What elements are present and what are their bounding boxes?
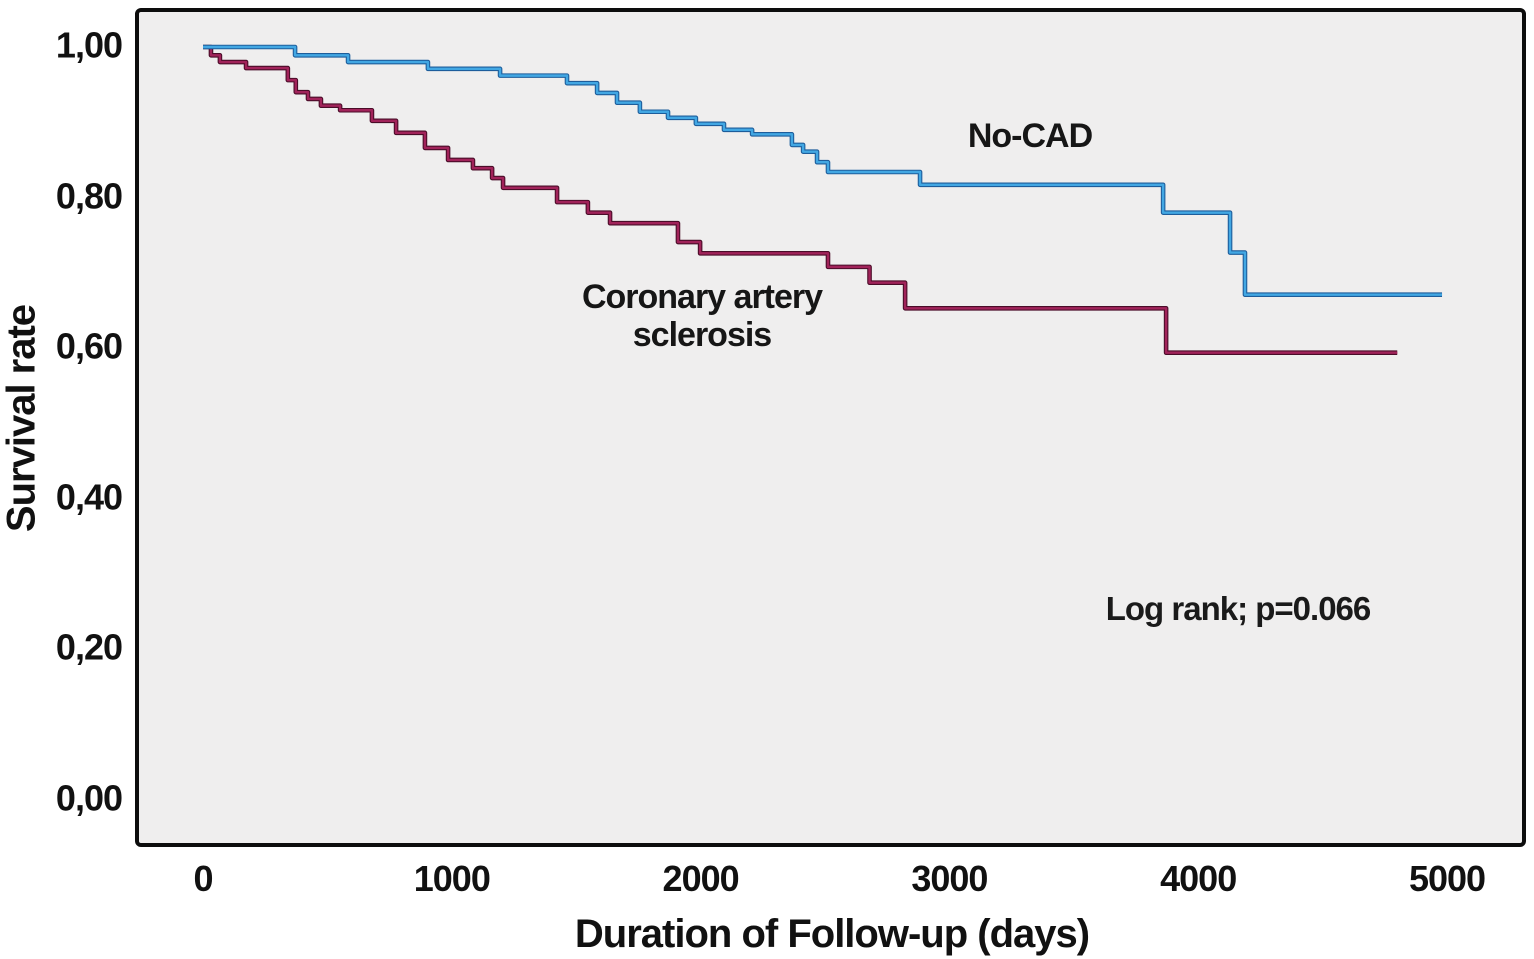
curve-cad (203, 45, 1398, 354)
y-tick-label: 0,80 (55, 174, 123, 216)
log-rank-annotation: Log rank; p=0.066 (1105, 590, 1372, 627)
x-tick-label: 0 (193, 858, 213, 899)
y-tick-label: 0,60 (55, 325, 123, 367)
y-tick-label: 0,00 (55, 777, 123, 819)
plot-frame (135, 8, 1526, 847)
y-tick-label: 0,40 (55, 476, 123, 518)
x-tick-label: 1000 (413, 858, 491, 899)
x-tick-label: 2000 (662, 858, 740, 899)
y-tick-label: 1,00 (55, 24, 123, 66)
x-tick-label: 5000 (1408, 858, 1486, 899)
x-tick-label: 3000 (911, 858, 988, 899)
y-tick-label: 0,20 (55, 626, 123, 668)
series-label-cad-line1: Coronary artery (581, 278, 823, 316)
series-label-cad-line2: sclerosis (632, 316, 772, 354)
series-label-no-cad: No-CAD (967, 117, 1093, 155)
curve-no_cad (203, 45, 1443, 296)
series-label-coronary-artery-sclerosis: Coronary artery sclerosis (581, 278, 823, 354)
x-tick-label: 4000 (1160, 858, 1237, 899)
y-axis-title: Survival rate (0, 304, 44, 533)
x-axis-title: Duration of Follow-up (days) (574, 912, 1090, 956)
